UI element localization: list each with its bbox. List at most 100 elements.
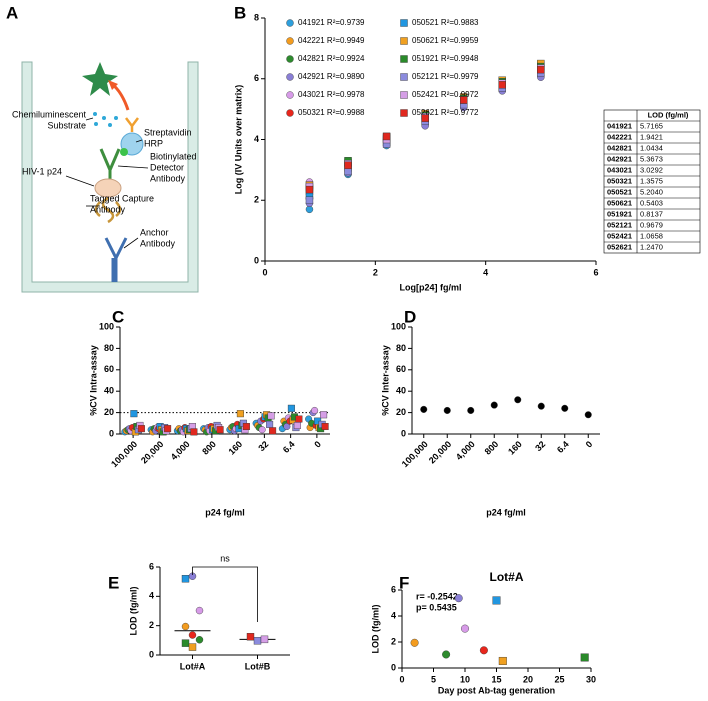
x-tick-label: 5 [431,674,436,684]
x-tick-label: 20,000 [139,439,166,466]
legend-label: 052121 R²=0.9979 [412,72,479,81]
x-tick-label: 6.4 [555,439,571,455]
data-point [311,406,319,414]
data-point [242,423,250,431]
chart-title: Lot#A [490,570,524,584]
x-tick-label: Lot#A [180,661,206,671]
data-point [490,401,498,409]
panel-letter: A [6,3,18,22]
well [21,61,199,293]
legend-marker [286,91,294,99]
y-tick-label: 100 [99,321,114,331]
data-point [216,426,224,434]
x-tick-label: 4 [483,267,488,277]
legend-label: 050621 R²=0.9959 [412,36,479,45]
y-tick-label: 2 [254,195,259,205]
significance-label: ns [220,553,230,563]
table-cell: 052621 [607,242,632,251]
capture-antibody [94,196,122,224]
data-point [267,412,275,420]
x-tick-label: 10 [460,674,470,684]
diagram-label: HIV-1 p24 [22,166,62,176]
y-tick-label: 8 [254,12,259,22]
y-axis-label: LOD (fg/ml) [128,587,138,636]
y-tick-label: 0 [254,255,259,265]
data-point [236,410,244,418]
table-cell: 052421 [607,231,632,240]
diagram-label: Antibody [150,173,186,183]
x-axis-label: Day post Ab-tag generation [438,685,555,695]
legend-label: 050521 R²=0.9883 [412,18,479,27]
x-tick-label: 800 [483,439,501,457]
x-tick-label: 0 [262,267,267,277]
data-point [537,65,545,74]
legend-label: 043021 R²=0.9978 [298,90,365,99]
x-tick-label: 800 [200,439,218,457]
y-tick-label: 0 [391,662,396,672]
table-cell: 5.2040 [640,187,663,196]
y-tick-label: 60 [104,364,114,374]
table-cell: 051921 [607,209,632,218]
data-point [181,639,190,647]
x-axis-label: p24 fg/ml [486,507,526,517]
table-cell: 042821 [607,143,632,152]
data-point [442,650,451,659]
x-tick-label: 25 [554,674,564,684]
data-point [130,410,138,418]
data-point [514,396,522,404]
x-tick-label: 20 [523,674,533,684]
data-point [421,114,429,122]
legend-label: 052621 R²=0.9772 [412,108,479,117]
table-cell: 050621 [607,198,632,207]
x-tick-label: 2 [373,267,378,277]
y-tick-label: 4 [391,610,396,620]
diagram-label: Biotinylated [150,151,197,161]
data-point [258,426,266,434]
stat-annotation: p= 0.5435 [416,602,457,612]
table-cell: 1.3575 [640,176,663,185]
table-cell: 042921 [607,154,632,163]
biotin [120,148,128,156]
table-cell: 0.5403 [640,198,663,207]
y-tick-label: 20 [396,407,406,417]
table-cell: 0.9679 [640,220,663,229]
data-point [454,594,463,603]
panel-letter: D [404,307,416,326]
data-point [580,653,589,662]
data-point [382,132,391,141]
legend-label: 050321 R²=0.9988 [298,108,365,117]
lod-table [603,109,701,254]
y-axis-label: LOD (fg/ml) [370,605,380,654]
y-tick-label: 6 [254,73,259,83]
table-cell: 041921 [607,121,632,130]
data-point [181,622,190,631]
panel-letter: C [112,307,124,326]
data-point [537,402,545,410]
x-tick-label: Lot#B [245,661,271,671]
data-point [137,425,145,433]
diagram-label: Streptavidin [144,127,192,137]
y-tick-label: 0 [109,428,114,438]
data-point [260,635,269,644]
y-tick-label: 2 [391,636,396,646]
table-cell: 050521 [607,187,632,196]
legend-marker [286,55,294,63]
data-point [460,96,468,104]
legend-marker [286,37,294,45]
x-tick-label: 30 [586,674,596,684]
data-point [498,656,507,665]
data-point [283,423,291,431]
label-arrows [65,117,149,249]
data-point [492,596,501,605]
diagram-label: Substrate [47,120,86,130]
anchor-antibody [104,237,128,282]
x-tick-label: 0 [312,439,323,450]
table-cell: 1.0434 [640,143,663,152]
table-cell: 1.2470 [640,242,663,251]
legend-label: 042821 R²=0.9924 [298,54,365,63]
data-point [420,405,428,413]
table-cell: 5.3673 [640,154,663,163]
legend-label: 051921 R²=0.9948 [412,54,479,63]
x-tick-label: 160 [227,439,245,457]
